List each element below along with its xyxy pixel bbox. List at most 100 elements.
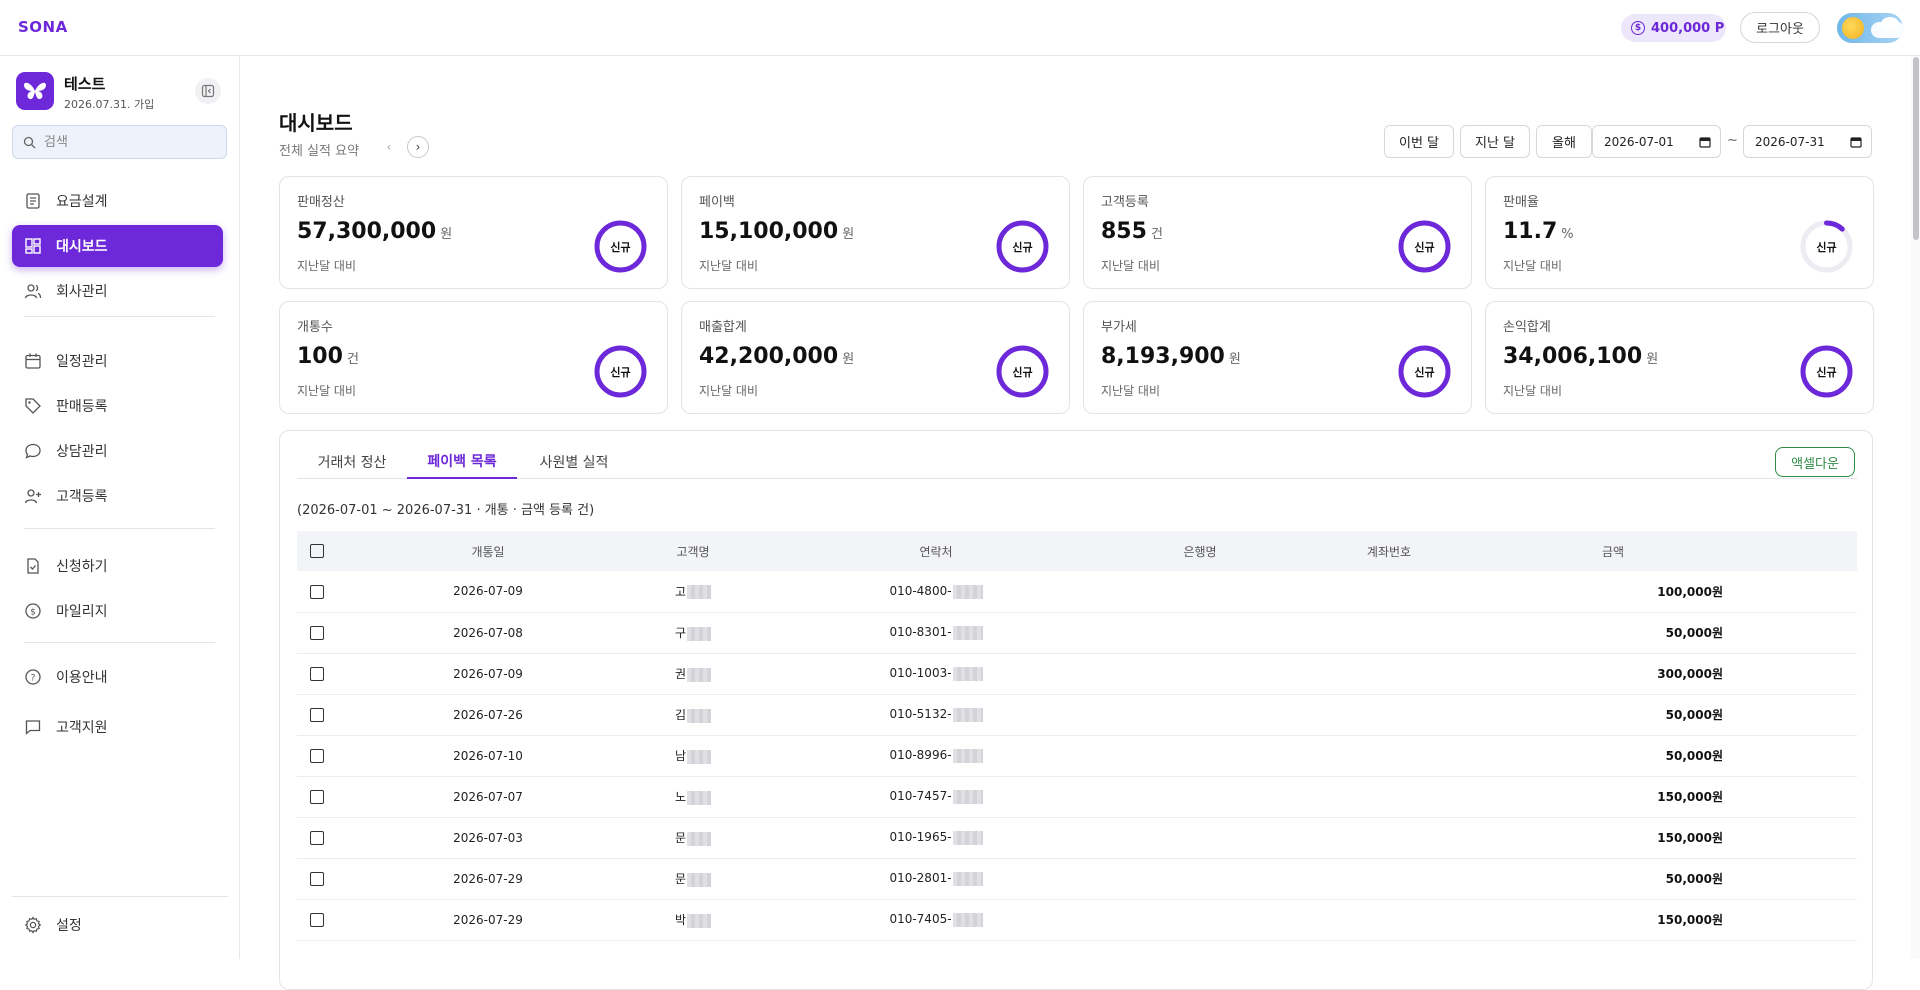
collapse-sidebar-button[interactable]: [195, 78, 221, 104]
ring-label: 신규: [1414, 240, 1435, 254]
table-row[interactable]: 2026-07-08 구 010-8301- 50,000원: [297, 612, 1857, 653]
nav-divider: [24, 528, 215, 529]
stat-number: 57,300,000: [297, 219, 437, 244]
tab-payback-list[interactable]: 페이백 목록: [407, 445, 517, 479]
sidebar-item-label: 고객지원: [56, 720, 108, 736]
this-year-button[interactable]: 올해: [1536, 125, 1592, 158]
tab-employee-performance[interactable]: 사원별 실적: [539, 455, 609, 471]
progress-ring: 신규: [593, 219, 648, 274]
sidebar-toggle-icon: [201, 84, 215, 98]
stat-card: 페이백 15,100,000 원 지난달 대비 신규: [681, 176, 1070, 289]
table-row[interactable]: 2026-07-26 김 010-5132- 50,000원: [297, 694, 1857, 735]
masked-text: [687, 708, 712, 723]
logout-button[interactable]: 로그아웃: [1740, 12, 1820, 43]
page-subtitle: 전체 실적 요약: [279, 144, 360, 159]
masked-text: [952, 707, 983, 722]
sidebar-item-1[interactable]: 요금설계: [12, 180, 223, 222]
message-icon: [24, 718, 42, 736]
tab-vendor-settlement[interactable]: 거래처 정산: [317, 455, 387, 471]
table-row[interactable]: 2026-07-09 권 010-1003- 300,000원: [297, 653, 1857, 694]
stat-compare: 지난달 대비: [699, 259, 759, 273]
ring-label: 신규: [1012, 365, 1033, 379]
stat-label: 매출합계: [699, 320, 747, 335]
table-row[interactable]: 2026-07-10 남 010-8996- 50,000원: [297, 735, 1857, 776]
cell-spacer: [1723, 817, 1857, 858]
tag-icon: [24, 397, 42, 415]
nav-divider: [24, 642, 215, 643]
last-month-button[interactable]: 지난 달: [1460, 125, 1530, 158]
row-checkbox[interactable]: [310, 789, 324, 804]
row-checkbox[interactable]: [310, 625, 324, 640]
chevron-right-icon: ›: [415, 140, 421, 154]
column-header: 계좌번호: [1366, 544, 1412, 559]
sun-icon: [1842, 17, 1864, 39]
help-icon: ?: [24, 668, 42, 686]
date-from-input[interactable]: 2026-07-01: [1592, 125, 1721, 158]
sidebar-item-6[interactable]: 상담관리: [12, 430, 223, 472]
row-checkbox[interactable]: [310, 871, 324, 886]
cell-account: [1275, 694, 1503, 735]
prev-summary-button[interactable]: ‹: [378, 136, 400, 158]
row-checkbox[interactable]: [310, 707, 324, 722]
cell-spacer: [1723, 653, 1857, 694]
stat-card: 매출합계 42,200,000 원 지난달 대비 신규: [681, 301, 1070, 414]
table-row[interactable]: 2026-07-29 박 010-7405- 150,000원: [297, 899, 1857, 940]
stat-card: 고객등록 855 건 지난달 대비 신규: [1083, 176, 1472, 289]
cell-amount: 50,000원: [1665, 626, 1723, 640]
cell-amount: 50,000원: [1665, 749, 1723, 763]
masked-text: [687, 585, 712, 600]
cell-bank: [1125, 653, 1275, 694]
sidebar-search[interactable]: [12, 125, 227, 159]
sidebar-item-5[interactable]: 판매등록: [12, 385, 223, 427]
cell-phone: 010-8996-: [747, 735, 1125, 776]
stat-label: 페이백: [699, 195, 735, 210]
theme-toggle[interactable]: [1837, 13, 1903, 43]
cell-account: [1275, 817, 1503, 858]
sidebar-item-7[interactable]: 고객등록: [12, 475, 223, 517]
row-checkbox[interactable]: [310, 912, 324, 927]
points-badge[interactable]: $ 400,000 P: [1621, 14, 1726, 42]
this-month-button[interactable]: 이번 달: [1384, 125, 1454, 158]
sidebar-item-11[interactable]: 고객지원: [12, 706, 223, 748]
cell-amount: 150,000원: [1657, 913, 1723, 927]
page-scrollbar-track[interactable]: [1911, 56, 1920, 959]
brand-logo[interactable]: SONA: [18, 18, 68, 36]
progress-ring: 신규: [995, 219, 1050, 274]
sidebar-item-3[interactable]: 회사관리: [12, 270, 223, 312]
stat-label: 판매율: [1503, 195, 1539, 210]
search-input[interactable]: [44, 134, 214, 150]
column-header: 고객명: [676, 544, 710, 559]
sidebar-item-4[interactable]: 일정관리: [12, 340, 223, 382]
row-checkbox[interactable]: [310, 666, 324, 681]
page-scrollbar-thumb[interactable]: [1913, 57, 1919, 240]
points-value: 400,000 P: [1651, 20, 1725, 36]
cell-phone: 010-4800-: [747, 571, 1125, 612]
cell-date: 2026-07-29: [453, 871, 523, 886]
cell-bank: [1125, 899, 1275, 940]
table-row[interactable]: 2026-07-07 노 010-7457- 150,000원: [297, 776, 1857, 817]
stat-card: 판매정산 57,300,000 원 지난달 대비 신규: [279, 176, 668, 289]
row-checkbox[interactable]: [310, 584, 324, 599]
stat-number: 34,006,100: [1503, 344, 1643, 369]
coin-icon: $: [24, 602, 42, 620]
row-checkbox[interactable]: [310, 830, 324, 845]
next-summary-button[interactable]: ›: [407, 136, 429, 158]
table-row[interactable]: 2026-07-29 문 010-2801- 50,000원: [297, 858, 1857, 899]
cell-date: 2026-07-29: [453, 912, 523, 927]
ring-label: 신규: [610, 240, 631, 254]
sidebar-item-10[interactable]: ? 이용안내: [12, 656, 223, 698]
cell-bank: [1125, 694, 1275, 735]
sidebar-item-9[interactable]: $ 마일리지: [12, 590, 223, 632]
table-row[interactable]: 2026-07-03 문 010-1965- 150,000원: [297, 817, 1857, 858]
cell-phone: 010-2801-: [747, 858, 1125, 899]
table-row[interactable]: 2026-07-09 고 010-4800- 100,000원: [297, 571, 1857, 612]
sidebar-item-2[interactable]: 대시보드: [12, 225, 223, 267]
sidebar-item-8[interactable]: 신청하기: [12, 545, 223, 587]
masked-text: [687, 667, 712, 682]
row-checkbox[interactable]: [310, 748, 324, 763]
select-all-checkbox[interactable]: [310, 544, 324, 559]
excel-download-button[interactable]: 액셀다운: [1775, 447, 1855, 477]
date-to-input[interactable]: 2026-07-31: [1743, 125, 1872, 158]
cell-phone: 010-7405-: [747, 899, 1125, 940]
sidebar-item-settings[interactable]: 설정: [12, 904, 223, 946]
